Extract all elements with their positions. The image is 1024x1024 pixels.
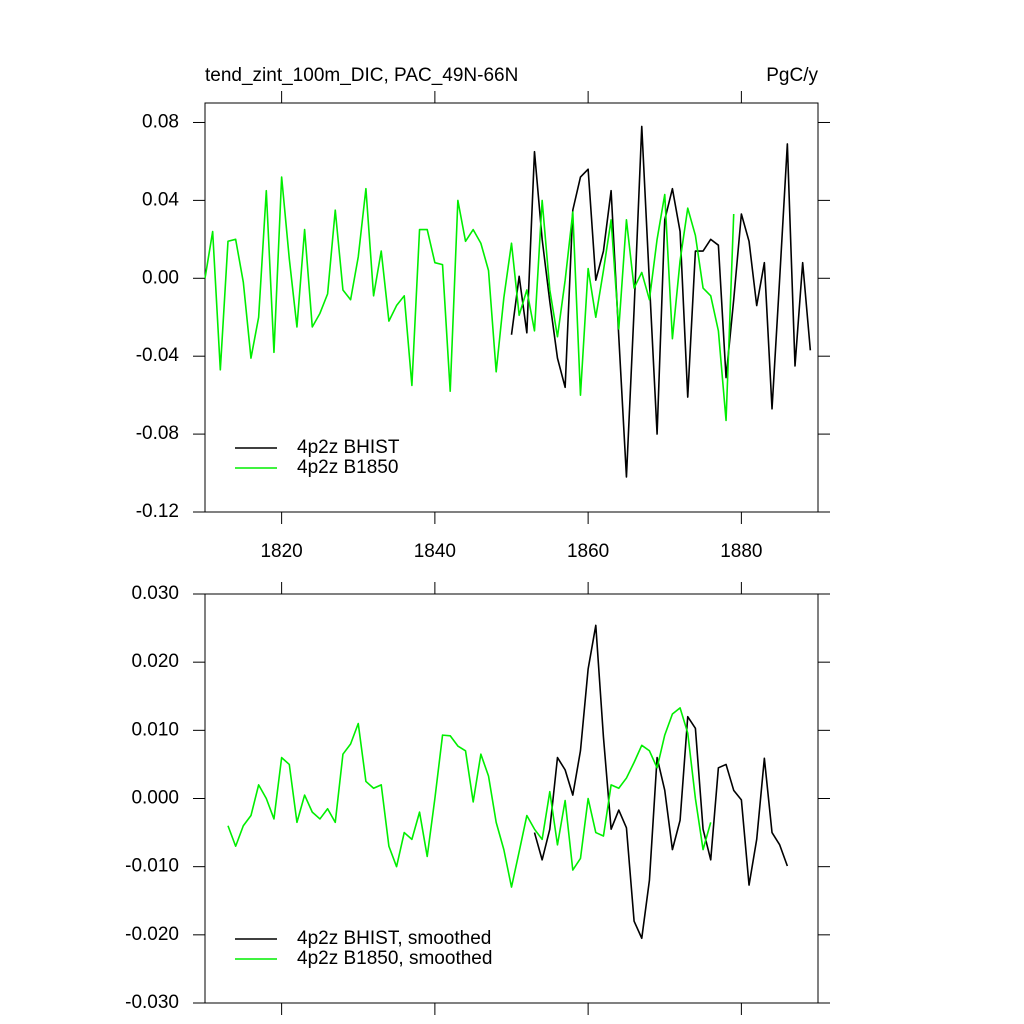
plot-frame xyxy=(204,102,819,513)
y-tick-label: -0.08 xyxy=(136,423,179,444)
y-tick-label: 0.010 xyxy=(131,719,179,740)
y-tick-label: 0.020 xyxy=(131,651,179,672)
series-line xyxy=(204,176,735,422)
series-line xyxy=(533,624,789,940)
x-tick-label: 1880 xyxy=(720,541,762,562)
x-tick-label: 1820 xyxy=(260,541,302,562)
series-line xyxy=(227,707,712,888)
y-tick-label: -0.12 xyxy=(136,501,179,522)
y-tick-label: -0.010 xyxy=(125,856,179,877)
legend-label: 4p2z BHIST, smoothed xyxy=(297,928,491,949)
y-tick-label: 0.00 xyxy=(142,267,179,288)
legend-label: 4p2z B1850, smoothed xyxy=(297,948,492,969)
legend-label: 4p2z BHIST xyxy=(297,437,400,458)
y-tick-label: -0.04 xyxy=(136,345,180,366)
legend-label: 4p2z B1850 xyxy=(297,457,398,478)
x-tick-label: 1860 xyxy=(567,541,609,562)
y-tick-label: -0.020 xyxy=(125,924,179,945)
y-tick-label: 0.030 xyxy=(131,583,179,604)
y-tick-label: -0.030 xyxy=(125,992,179,1013)
plot-frame xyxy=(204,593,819,1004)
y-tick-label: 0.000 xyxy=(131,788,179,809)
chart-title: tend_zint_100m_DIC, PAC_49N-66N xyxy=(205,65,518,86)
y-tick-label: 0.04 xyxy=(142,189,179,210)
x-tick-label: 1840 xyxy=(414,541,456,562)
y-tick-label: 0.08 xyxy=(142,111,179,132)
series-line xyxy=(510,125,812,478)
units-label: PgC/y xyxy=(766,65,818,86)
